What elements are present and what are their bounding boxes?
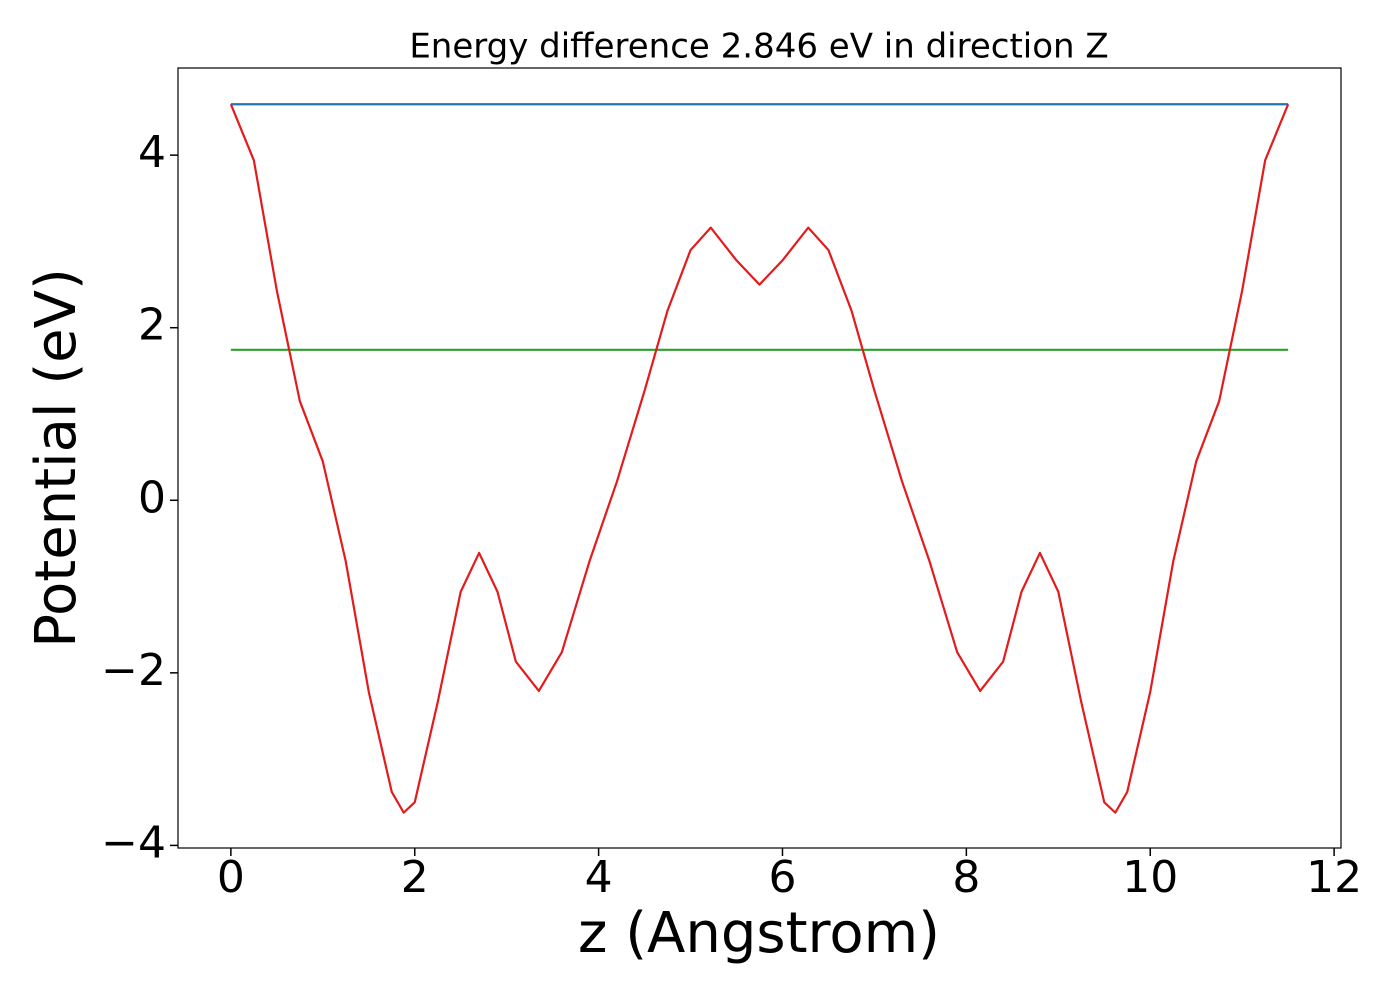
y-tick-label: −4 xyxy=(101,817,166,868)
chart-title: Energy difference 2.846 eV in direction … xyxy=(409,27,1108,67)
x-tick-label: 2 xyxy=(401,852,429,903)
y-tick-label: 2 xyxy=(138,300,166,351)
y-tick-label: 0 xyxy=(138,472,166,523)
x-axis-label: z (Angstrom) xyxy=(578,901,940,966)
plot-frame xyxy=(177,67,1342,849)
x-tick-label: 6 xyxy=(768,852,796,903)
y-axis-label: Potential (eV) xyxy=(24,268,89,648)
x-tick-label: 8 xyxy=(952,852,980,903)
data-line xyxy=(229,103,1290,814)
x-tick-label: 0 xyxy=(217,852,245,903)
y-tick-label: 4 xyxy=(138,127,166,178)
x-tick-label: 10 xyxy=(1122,852,1178,903)
y-tick-label: −2 xyxy=(101,645,166,696)
x-tick-label: 4 xyxy=(585,852,613,903)
x-tick-label: 12 xyxy=(1306,852,1362,903)
